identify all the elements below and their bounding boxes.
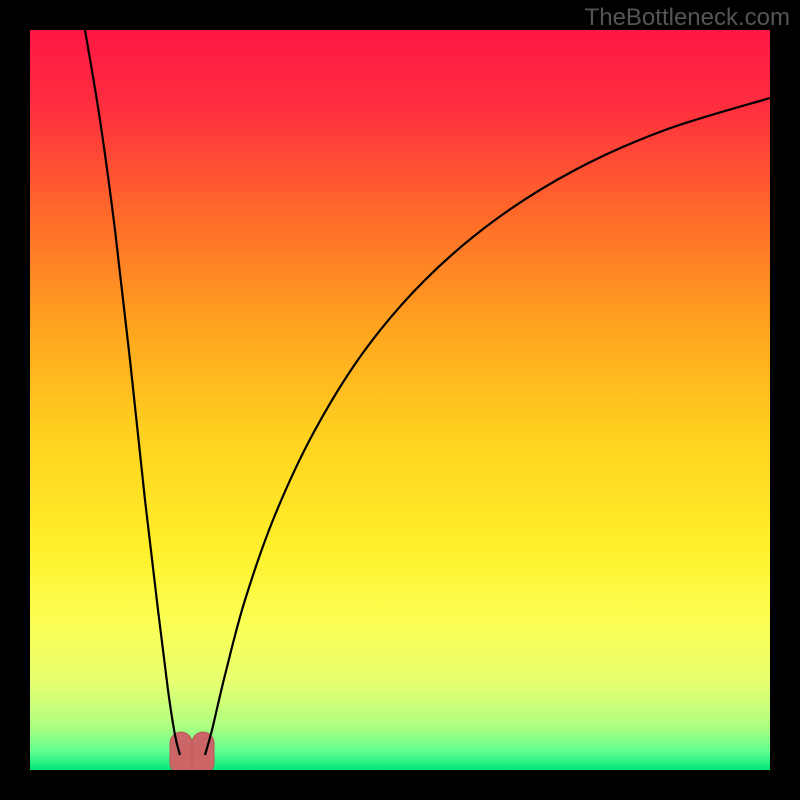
gradient-plot-area — [30, 30, 770, 770]
watermark-text: TheBottleneck.com — [585, 4, 790, 32]
chart-canvas — [0, 0, 800, 800]
bottleneck-chart: TheBottleneck.com — [0, 0, 800, 800]
